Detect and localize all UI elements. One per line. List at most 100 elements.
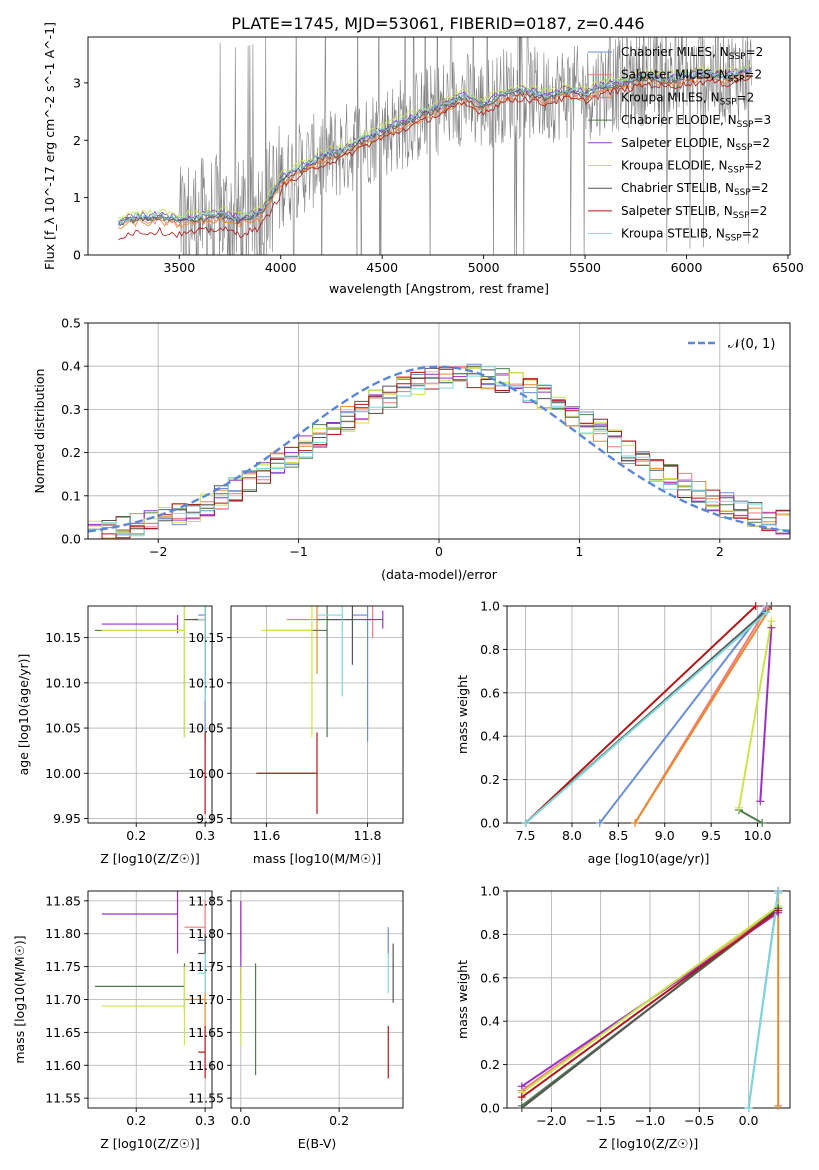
weight-line	[521, 905, 779, 1094]
spectrum-model-line	[118, 75, 752, 241]
panel-weight_vs_age: 7.5 8.0 8.5 9.0 9.5 10.0 0.0 0.2 0.4 0.6 0.8 1.0 age…	[455, 599, 791, 866]
legend-label: Salpeter ELODIE, NSSP=2	[621, 136, 770, 153]
y-tick-label: 0.2	[480, 1057, 500, 1072]
weight-line	[738, 809, 763, 823]
axes-frame	[87, 36, 791, 256]
spectrum-model-line	[118, 70, 752, 226]
y-tick-label: 11.80	[45, 926, 81, 941]
y-tick-label: 11.55	[188, 1091, 224, 1106]
y-tick-label: 10.05	[45, 721, 81, 736]
x-axis-label: mass [log10(M/M☉)]	[253, 851, 381, 866]
x-tick-label: 0	[435, 544, 443, 559]
plot-area	[240, 900, 394, 1079]
figure-title: PLATE=1745, MJD=53061, FIBERID=0187, z=0…	[231, 14, 644, 33]
plot-area	[88, 363, 790, 539]
weight-line	[521, 909, 779, 1099]
legend-label: Kroupa MILES, NSSP=2	[621, 90, 754, 107]
weight-line	[599, 606, 768, 823]
y-tick-label: 10.10	[45, 675, 81, 690]
x-tick-label: 3500	[163, 260, 195, 275]
panel-age_vs_mass: 11.6 11.8 9.95 10.00 10.05 10.10 10.15 mass [lo…	[188, 605, 404, 866]
x-tick-label: 11.8	[354, 828, 382, 843]
legend-label: Kroupa ELODIE, NSSP=2	[621, 159, 762, 176]
spectrum-data-line	[118, 37, 752, 255]
x-tick-label: 8.5	[608, 828, 628, 843]
y-tick-label: 11.60	[188, 1058, 224, 1073]
panel-mass_vs_EBV: 0.0 0.2 11.55 11.60 11.65 11.70 11.75 11.80 11.8…	[188, 890, 404, 1151]
weight-line	[738, 621, 773, 808]
y-tick-label: 1.0	[480, 599, 500, 614]
y-axis-label: mass [log10(M/M☉)]	[12, 935, 27, 1063]
plot-area	[524, 606, 773, 823]
x-axis-label: Z [log10(Z/Z☉)]	[599, 1136, 699, 1151]
panel-weight_vs_Z: −2.0 −1.5 −1.0 −0.5 0.0 0.0 0.2 0.4 0.6 0.8 1.0 Z […	[455, 884, 791, 1151]
plot-area	[521, 891, 780, 1108]
y-tick-label: 11.85	[188, 893, 224, 908]
x-tick-label: −2	[149, 544, 167, 559]
x-tick-label: −2.0	[536, 1113, 566, 1128]
x-tick-label: 6000	[671, 260, 703, 275]
x-tick-label: 5500	[569, 260, 601, 275]
x-tick-label: −1	[289, 544, 307, 559]
x-tick-label: −1.5	[585, 1113, 615, 1128]
y-tick-label: 0.3	[61, 402, 81, 417]
x-axis-label: (data-model)/error	[381, 567, 498, 582]
y-tick-label: 0.4	[480, 729, 500, 744]
y-tick-label: 1	[73, 190, 81, 205]
y-tick-label: 10.15	[45, 630, 81, 645]
y-tick-label: 1.0	[480, 884, 500, 899]
y-tick-label: 0.8	[480, 927, 500, 942]
y-tick-label: 10.00	[45, 766, 81, 781]
axes-frame	[506, 605, 791, 824]
spectrum-model-line	[118, 62, 752, 221]
y-tick-label: 0	[73, 248, 81, 263]
y-tick-label: 2	[73, 133, 81, 148]
axes-frame	[87, 605, 213, 824]
gaussian-curve	[88, 365, 790, 533]
x-tick-label: −0.5	[684, 1113, 714, 1128]
weight-line	[759, 627, 773, 802]
x-tick-label: 0.2	[126, 1113, 146, 1128]
y-tick-label: 0.0	[480, 1101, 500, 1116]
plot-area	[94, 606, 206, 814]
y-tick-label: 11.75	[45, 959, 81, 974]
y-tick-label: 0.4	[61, 359, 81, 374]
x-tick-label: 4000	[265, 260, 297, 275]
x-tick-label: 6500	[772, 260, 804, 275]
x-tick-label: 9.0	[655, 828, 675, 843]
plot-area	[94, 891, 206, 1079]
y-tick-label: 11.85	[45, 893, 81, 908]
panel-residuals: −2 −1 0 1 2 0.0 0.1 0.2 0.3 0.4 0.5 (data-model)/er…	[32, 316, 791, 582]
legend-label: Salpeter STELIB, NSSP=2	[621, 204, 767, 221]
weight-line	[747, 893, 780, 1108]
x-tick-label: 2	[716, 544, 724, 559]
y-tick-label: 11.60	[45, 1058, 81, 1073]
y-tick-label: 11.65	[45, 1025, 81, 1040]
x-axis-label: Z [log10(Z/Z☉)]	[100, 851, 200, 866]
y-tick-label: 10.10	[188, 675, 224, 690]
x-axis-label: wavelength [Angstrom, rest frame]	[329, 281, 549, 296]
y-tick-label: 0.2	[61, 445, 81, 460]
x-tick-label: 0.3	[195, 828, 215, 843]
y-axis-label: mass weight	[455, 960, 470, 1039]
y-tick-label: 0.6	[480, 970, 500, 985]
y-tick-label: 0.8	[480, 642, 500, 657]
axes-frame	[506, 890, 791, 1109]
x-axis-label: age [log10(age/yr)]	[588, 851, 710, 866]
y-tick-label: 0.0	[480, 816, 500, 831]
y-tick-label: 11.75	[188, 959, 224, 974]
weight-line	[634, 606, 773, 823]
x-tick-label: 4500	[366, 260, 398, 275]
x-tick-label: 9.5	[701, 828, 721, 843]
x-tick-label: 0.3	[195, 1113, 215, 1128]
panel-mass_vs_Z: 0.2 0.3 11.55 11.60 11.65 11.70 11.75 11.80 11.8…	[12, 890, 215, 1151]
y-tick-label: 10.15	[188, 630, 224, 645]
y-tick-label: 11.55	[45, 1091, 81, 1106]
plot-area	[118, 37, 752, 255]
x-tick-label: 0.2	[126, 828, 146, 843]
y-tick-label: 9.95	[53, 811, 81, 826]
y-tick-label: 0.4	[480, 1014, 500, 1029]
x-axis-label: Z [log10(Z/Z☉)]	[100, 1136, 200, 1151]
y-axis-label: Normed distribution	[32, 369, 47, 494]
